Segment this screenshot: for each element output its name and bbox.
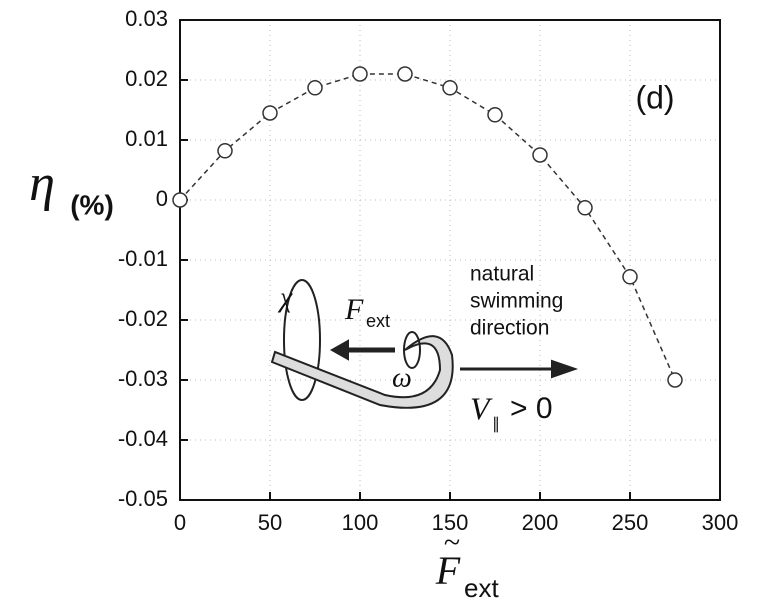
panel-label: (d): [635, 79, 674, 115]
x-tick-label: 200: [522, 510, 559, 535]
inset-velocity-rel: > 0: [510, 392, 553, 425]
x-tick-label: 50: [258, 510, 282, 535]
inset-direction: swimming: [470, 290, 563, 313]
force-arrow-head: [329, 339, 349, 361]
x-tick-label: 0: [174, 510, 186, 535]
inset-direction: natural: [470, 263, 534, 286]
y-tick-label: -0.02: [118, 306, 168, 331]
y-tick-label: -0.04: [118, 426, 168, 451]
x-tick-label: 150: [432, 510, 469, 535]
data-point: [487, 107, 503, 123]
data-point: [532, 147, 548, 163]
y-tick-label: -0.05: [118, 486, 168, 511]
data-point: [262, 105, 278, 121]
inset: [270, 279, 579, 409]
x-label-subscript: ext: [464, 573, 499, 603]
inset-chi: χ: [277, 282, 293, 313]
data-point: [307, 80, 323, 96]
x-label-symbol: F: [435, 548, 461, 593]
data-point: [577, 200, 593, 216]
y-tick-label: -0.03: [118, 366, 168, 391]
data-point: [442, 80, 458, 96]
y-tick-label: -0.01: [118, 246, 168, 271]
data-point: [667, 372, 683, 388]
inset-direction: direction: [470, 317, 549, 340]
inset-omega: ω: [392, 362, 412, 393]
data-point: [352, 66, 368, 82]
y-tick-label: 0.02: [125, 66, 168, 91]
inset-velocity-sub: ∥: [492, 416, 500, 433]
helix: [270, 335, 454, 409]
x-tick-label: 100: [342, 510, 379, 535]
data-point: [172, 192, 188, 208]
y-tick-label: 0.01: [125, 126, 168, 151]
inset-force-sub: ext: [366, 311, 390, 331]
data-point: [397, 66, 413, 82]
data-point: [622, 269, 638, 285]
x-tick-label: 250: [612, 510, 649, 535]
loop: [283, 279, 321, 401]
y-tick-label: 0: [156, 186, 168, 211]
trend-line: [179, 73, 676, 381]
y-tick-label: 0.03: [125, 6, 168, 31]
inset-force: F: [344, 293, 364, 326]
small-loop: [403, 331, 421, 369]
y-label-symbol: η: [29, 155, 55, 212]
direction-arrow-head: [551, 359, 579, 379]
inset-velocity: V: [470, 390, 493, 426]
data-point: [217, 143, 233, 159]
x-label-accent: ~: [444, 526, 460, 559]
y-label-unit: (%): [70, 189, 114, 220]
x-tick-label: 300: [702, 510, 739, 535]
